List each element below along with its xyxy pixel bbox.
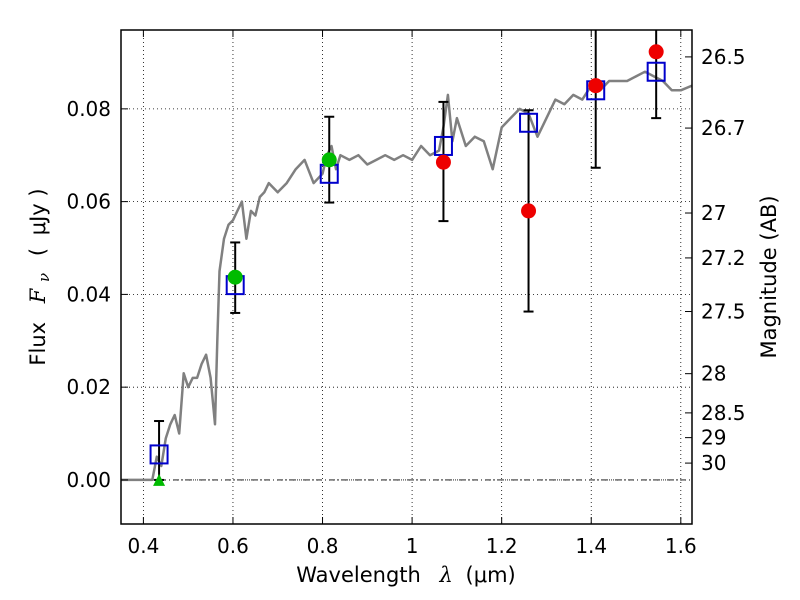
y-axis-label-unit: μJy — [26, 203, 50, 235]
y-axis-ticks: 0.00 0.02 0.04 0.06 0.08 — [66, 97, 128, 492]
right-tick-label: 27.2 — [701, 246, 746, 270]
model-point — [646, 61, 666, 82]
x-axis-label: Wavelength λ (μm) — [296, 563, 515, 587]
right-tick-label: 27.5 — [701, 300, 746, 324]
y-axis-label-text: Flux — [26, 322, 50, 366]
plot-frame — [120, 29, 693, 525]
right-tick-label: 30 — [701, 451, 726, 475]
upper-limit-point — [153, 473, 166, 486]
x-axis-label-unit: (μm) — [466, 563, 516, 587]
x-axis-label-symbol: λ — [439, 563, 453, 587]
x-tick-label: 1.2 — [486, 534, 518, 558]
x-axis-label-text: Wavelength — [296, 563, 421, 587]
observed-point — [321, 152, 337, 168]
x-tick-label: 0.4 — [127, 534, 159, 558]
model-points — [149, 61, 666, 465]
x-tick-label: 1.6 — [665, 534, 697, 558]
plot-background — [121, 30, 692, 524]
x-tick-label: 1.4 — [575, 534, 607, 558]
observed-point — [521, 203, 537, 219]
right-tick-label: 27 — [701, 201, 726, 225]
right-axis-label: Magnitude (AB) — [757, 195, 781, 358]
observed-points — [153, 44, 664, 486]
y-axis-label-symbol: F — [26, 287, 50, 304]
observed-point — [588, 78, 604, 94]
right-tick-label: 28.5 — [701, 401, 746, 425]
y-axis-label-subscript: ν — [35, 273, 53, 282]
x-tick-label: 1 — [406, 534, 419, 558]
y-tick-label: 0.06 — [66, 190, 111, 214]
y-tick-label: 0.04 — [66, 282, 111, 306]
y-tick-label: 0.00 — [66, 468, 111, 492]
right-tick-label: 29 — [701, 426, 726, 450]
x-axis-ticks: 0.4 0.6 0.8 1 1.2 1.4 1.6 — [127, 30, 697, 558]
right-tick-label: 26.7 — [701, 116, 746, 140]
x-tick-label: 0.8 — [307, 534, 339, 558]
y-axis-label: Flux F ν ( μJy ) — [26, 188, 54, 365]
y-tick-label: 0.02 — [66, 375, 111, 399]
y-tick-label: 0.08 — [66, 97, 111, 121]
model-spectrum — [121, 70, 692, 482]
right-tick-label: 28 — [701, 362, 726, 386]
model-point — [519, 112, 539, 133]
observed-point — [227, 269, 243, 285]
x-tick-label: 0.6 — [217, 534, 249, 558]
observed-point — [648, 44, 664, 60]
right-tick-label: 26.5 — [701, 45, 746, 69]
model-spectrum-line — [121, 70, 692, 482]
model-point — [149, 444, 169, 465]
observed-point — [435, 154, 451, 170]
